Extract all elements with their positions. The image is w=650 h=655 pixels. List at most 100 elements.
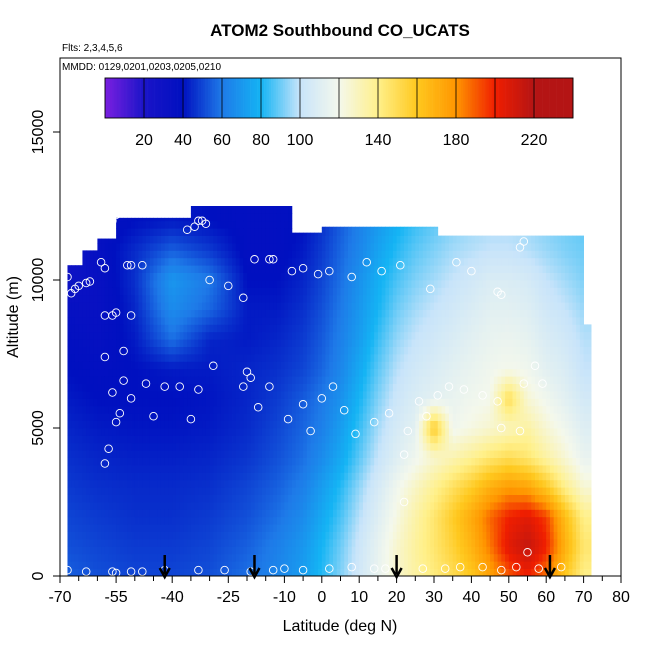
heat-cell (265, 502, 270, 510)
heat-cell (411, 280, 416, 288)
heat-cell (86, 479, 91, 488)
heat-cell (407, 457, 412, 466)
heat-cell (329, 376, 334, 384)
heat-cell (389, 361, 394, 370)
heat-cell (243, 250, 248, 259)
heat-cell (333, 428, 338, 436)
heat-cell (205, 235, 210, 244)
heat-cell (258, 206, 263, 214)
heat-cell (172, 561, 177, 569)
heat-cell (153, 413, 158, 421)
heat-cell (175, 302, 181, 310)
heat-cell (366, 494, 371, 503)
heat-cell (127, 487, 132, 495)
heat-cell (303, 442, 308, 451)
heat-cell (247, 561, 252, 569)
heat-cell (314, 250, 319, 259)
heat-cell (123, 354, 128, 362)
heat-cell (205, 487, 210, 495)
heat-cell (306, 280, 311, 288)
heat-cell (362, 442, 368, 451)
heat-cell (209, 339, 214, 347)
heat-cell (321, 568, 326, 576)
heat-cell (295, 465, 300, 473)
heat-cell (362, 494, 368, 503)
heat-cell (194, 250, 199, 259)
heat-cell (78, 391, 83, 399)
heat-cell (82, 294, 87, 303)
heat-cell (407, 479, 412, 488)
heat-cell (213, 368, 218, 377)
heat-cell (415, 546, 420, 555)
heat-cell (82, 494, 87, 503)
heat-cell (205, 442, 210, 451)
heat-cell (303, 272, 308, 281)
heat-cell (209, 250, 214, 259)
heat-cell (448, 539, 454, 547)
heat-cell (217, 383, 222, 392)
heat-cell (303, 309, 308, 318)
heat-cell (269, 428, 274, 436)
heat-cell (314, 346, 319, 355)
heat-cell (153, 502, 158, 510)
heat-cell (314, 391, 319, 399)
heat-cell (333, 442, 338, 451)
heat-cell (389, 442, 394, 451)
heat-cell (445, 250, 450, 259)
heat-cell (284, 206, 289, 214)
heat-cell (93, 302, 98, 310)
heat-cell (82, 479, 87, 488)
heat-cell (385, 354, 390, 362)
heat-cell (400, 354, 405, 362)
heat-cell (441, 435, 446, 444)
heat-cell (153, 243, 158, 251)
heat-cell (213, 561, 218, 569)
heat-cell (336, 287, 341, 296)
heat-cell (374, 405, 379, 414)
heat-cell (198, 368, 203, 377)
heat-cell (247, 457, 252, 466)
heat-cell (381, 450, 386, 458)
heat-cell (138, 346, 143, 355)
heat-cell (209, 324, 214, 333)
heat-cell (89, 265, 95, 273)
heat-cell (198, 294, 203, 303)
heat-cell (445, 487, 450, 495)
heat-cell (194, 257, 199, 266)
heat-cell (220, 302, 225, 310)
heat-cell (374, 376, 379, 384)
heat-cell (422, 420, 427, 429)
heat-cell (89, 487, 95, 495)
heat-cell (153, 479, 158, 488)
heat-cell (321, 539, 326, 547)
heat-cell (389, 324, 394, 333)
heat-cell (280, 457, 285, 466)
heat-cell (441, 539, 446, 547)
heat-cell (190, 339, 196, 347)
heat-cell (355, 442, 360, 451)
heat-cell (355, 405, 360, 414)
heat-cell (400, 226, 405, 229)
heat-cell (228, 287, 233, 296)
heat-cell (295, 376, 300, 384)
heat-cell (119, 391, 124, 399)
heat-cell (194, 272, 199, 281)
heat-cell (194, 494, 199, 503)
heat-cell (310, 294, 315, 303)
heat-cell (434, 324, 439, 333)
heat-cell (276, 272, 282, 281)
heat-cell (220, 450, 225, 458)
heat-cell (134, 465, 139, 473)
heat-cell (344, 368, 349, 377)
heat-cell (411, 479, 416, 488)
heat-cell (247, 450, 252, 458)
heat-cell (336, 309, 341, 318)
heat-cell (362, 257, 368, 266)
heat-cell (385, 472, 390, 481)
heat-cell (336, 272, 341, 281)
heat-cell (247, 354, 252, 362)
heat-cell (280, 361, 285, 370)
heat-cell (381, 317, 386, 325)
heat-cell (243, 479, 248, 488)
heat-cell (400, 302, 405, 310)
